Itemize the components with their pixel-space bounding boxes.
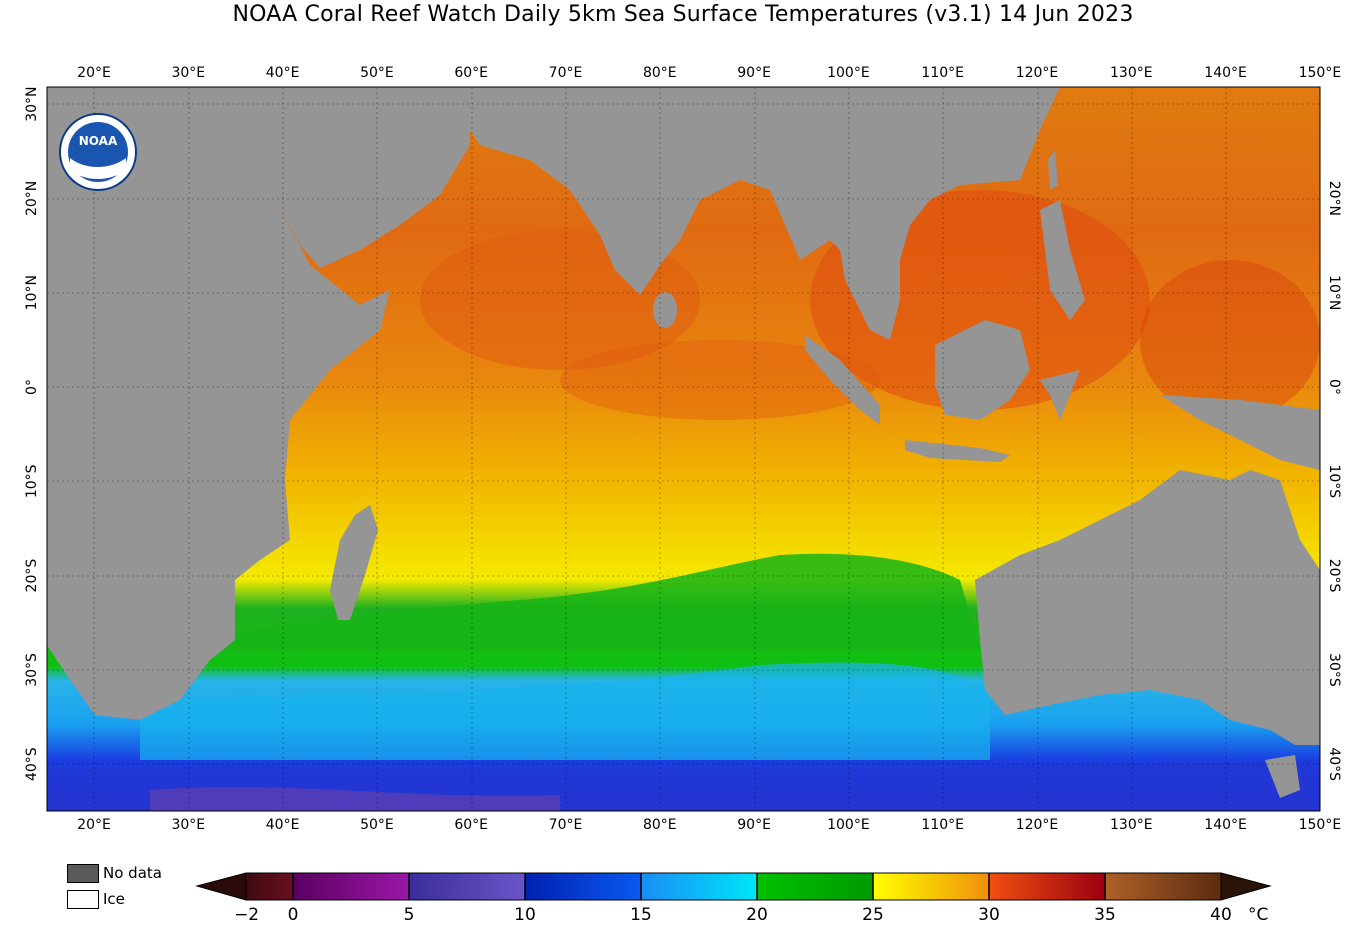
lon-tick-bottom: 120°E	[1016, 817, 1059, 833]
noaa-logo: NOAA	[59, 113, 137, 191]
lon-tick-top: 140°E	[1204, 65, 1247, 81]
lon-tick-top: 50°E	[360, 65, 394, 81]
lon-tick-bottom: 100°E	[827, 817, 870, 833]
colorbar-max-extend-arrow	[1220, 872, 1272, 901]
lon-tick-top: 90°E	[737, 65, 771, 81]
colorbar-tick-label: −2	[234, 905, 259, 925]
lon-tick-bottom: 110°E	[921, 817, 964, 833]
map-frame	[46, 86, 1321, 812]
colorbar-seg-2	[409, 873, 525, 900]
noaa-logo-text: NOAA	[79, 134, 118, 148]
arabia-landmass	[230, 87, 470, 268]
new-guinea	[1160, 395, 1320, 470]
ice-label: Ice	[103, 890, 125, 908]
lon-tick-bottom: 20°E	[77, 817, 111, 833]
lon-tick-bottom: 40°E	[266, 817, 300, 833]
lon-tick-top: 60°E	[454, 65, 488, 81]
ice-swatch	[67, 890, 99, 909]
lon-tick-top: 80°E	[643, 65, 677, 81]
lon-tick-bottom: 50°E	[360, 817, 394, 833]
colorbar-tick-label: 0	[288, 905, 299, 925]
lat-tick-right: 10°N	[1326, 275, 1342, 310]
lon-tick-bottom: 140°E	[1204, 817, 1247, 833]
colorbar-seg-7	[989, 873, 1105, 900]
lat-tick-left: 10°S	[24, 464, 40, 498]
colorbar-seg-4	[641, 873, 757, 900]
colorbar-tick-label: 20	[746, 905, 768, 925]
lon-tick-bottom: 30°E	[171, 817, 205, 833]
colorbar-tick-label: 40	[1210, 905, 1232, 925]
map-plot-area	[47, 87, 1320, 811]
colorbar-seg-3	[525, 873, 641, 900]
java	[905, 440, 1010, 462]
lat-tick-right: 20°N	[1326, 181, 1342, 216]
lon-tick-bottom: 130°E	[1110, 817, 1153, 833]
lat-tick-left: 10°N	[24, 275, 40, 310]
colorbar-seg-1	[293, 873, 409, 900]
lat-tick-right: 20°S	[1326, 559, 1342, 593]
colorbar-tick-label: 5	[404, 905, 415, 925]
colorbar-seg-0	[246, 873, 293, 900]
lat-tick-left: 30°N	[24, 86, 40, 121]
colorbar-min-extend-arrow	[195, 872, 247, 901]
longitude-ticks-bottom: 20°E 30°E 40°E 50°E 60°E 70°E 80°E 90°E 100°E 110…	[77, 817, 1341, 833]
no-data-swatch	[67, 864, 99, 883]
lon-tick-top: 100°E	[827, 65, 870, 81]
madagascar	[330, 505, 378, 620]
lon-tick-top: 130°E	[1110, 65, 1153, 81]
colorbar-tick-label: 25	[862, 905, 884, 925]
lon-tick-top: 30°E	[171, 65, 205, 81]
colorbar-tick-label: 35	[1094, 905, 1116, 925]
lat-tick-left: 30°S	[24, 653, 40, 687]
lat-tick-left: 20°N	[24, 181, 40, 216]
colorbar-tick-label: 30	[978, 905, 1000, 925]
lat-tick-left: 20°S	[24, 559, 40, 593]
sumatra	[805, 335, 880, 425]
map-title: NOAA Coral Reef Watch Daily 5km Sea Surf…	[232, 2, 1134, 27]
borneo	[935, 320, 1030, 420]
africa-landmass	[47, 87, 390, 720]
lon-tick-top: 70°E	[549, 65, 583, 81]
lon-tick-bottom: 80°E	[643, 817, 677, 833]
lon-tick-bottom: 60°E	[454, 817, 488, 833]
lon-tick-top: 20°E	[77, 65, 111, 81]
colorbar-seg-6	[873, 873, 989, 900]
asia-landmass	[440, 87, 1060, 295]
lon-tick-top: 150°E	[1299, 65, 1342, 81]
lat-tick-right: 10°S	[1326, 464, 1342, 498]
lon-tick-top: 40°E	[266, 65, 300, 81]
colorbar-tick-label: 15	[630, 905, 652, 925]
colorbar-unit: °C	[1248, 905, 1268, 925]
longitude-ticks-top: 20°E 30°E 40°E 50°E 60°E 70°E 80°E 90°E 100°E 110…	[77, 65, 1341, 81]
colorbar-labels: −2 0 5 10 15 20 25 30 35 40	[234, 905, 1232, 925]
lat-tick-left: 40°S	[24, 747, 40, 781]
tasmania	[1265, 755, 1300, 798]
lat-tick-left: 0°	[24, 379, 40, 395]
latitude-ticks-right: 20°N 10°N 0° 10°S 20°S 30°S 40°S	[1326, 181, 1342, 781]
lon-tick-top: 120°E	[1016, 65, 1059, 81]
lon-tick-bottom: 70°E	[549, 817, 583, 833]
lat-tick-right: 40°S	[1326, 747, 1342, 781]
lon-tick-bottom: 150°E	[1299, 817, 1342, 833]
lat-tick-right: 0°	[1326, 379, 1342, 395]
colorbar-seg-8	[1105, 873, 1221, 900]
no-data-label: No data	[103, 864, 162, 882]
latitude-ticks-left: 30°N 20°N 10°N 0° 10°S 20°S 30°S 40°S	[24, 86, 40, 781]
colorbar-tick-label: 10	[514, 905, 536, 925]
lon-tick-top: 110°E	[921, 65, 964, 81]
graticule	[47, 87, 1320, 811]
lat-tick-right: 30°S	[1326, 653, 1342, 687]
colorbar-seg-5	[757, 873, 873, 900]
australia-landmass	[975, 470, 1320, 745]
lon-tick-bottom: 90°E	[737, 817, 771, 833]
colorbar: −2 0 5 10 15 20 25 30 35 40 °C	[195, 872, 1272, 925]
sri-lanka	[653, 292, 677, 328]
